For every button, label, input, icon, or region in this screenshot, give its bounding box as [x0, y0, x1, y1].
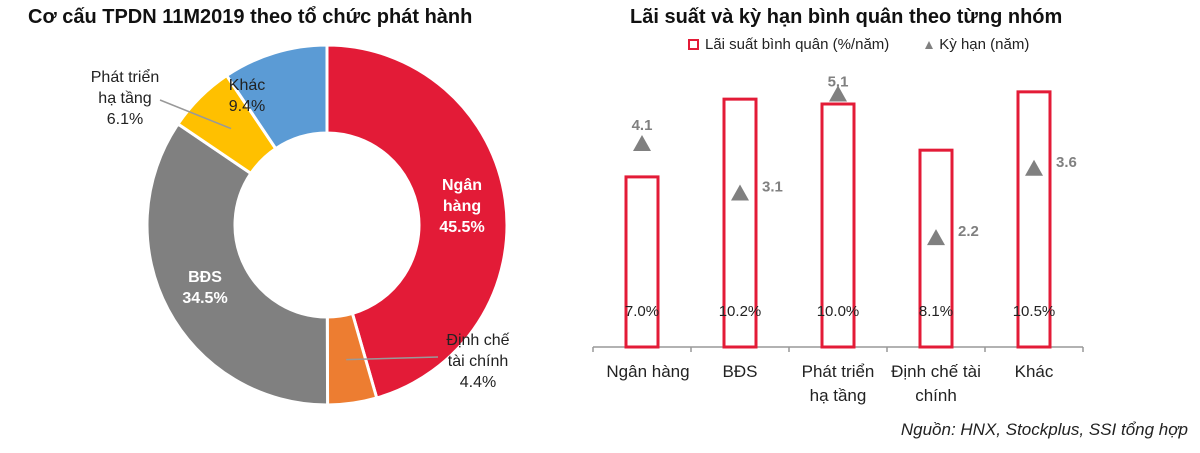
slice-label: Định chế [446, 332, 509, 349]
rate-bar [1016, 90, 1052, 349]
term-marker [731, 184, 749, 201]
x-tick-label: Định chế tài [891, 362, 981, 381]
slice-label: 45.5% [439, 219, 484, 236]
x-tick-label: Phát triển [802, 362, 875, 381]
slice-label: 34.5% [182, 290, 227, 307]
rate-data-label: 7.0% [625, 303, 659, 320]
leader-line [346, 356, 439, 361]
leader-line [159, 99, 232, 130]
bar-chart-title: Lãi suất và kỳ hạn bình quân theo từng n… [630, 6, 1063, 28]
x-tick-label: Ngân hàng [606, 362, 689, 381]
donut-slice [325, 43, 509, 400]
rate-data-label: 10.0% [817, 303, 860, 320]
slice-label: Khác [229, 77, 265, 94]
slice-label: tài chính [448, 353, 508, 370]
term-marker [1025, 159, 1043, 176]
source-note: Nguồn: HNX, Stockplus, SSI tổng hợp [900, 420, 1188, 439]
rate-bar [722, 97, 758, 349]
rate-bar [624, 175, 660, 349]
rate-data-label: 8.1% [919, 303, 953, 320]
legend-label-rate: Lãi suất bình quân (%/năm) [705, 36, 890, 53]
legend-swatch-rate [688, 39, 699, 50]
x-tick-label: BĐS [723, 362, 758, 381]
slice-label: 6.1% [107, 111, 143, 128]
slice-label: Phát triển [91, 68, 159, 86]
legend: Lãi suất bình quân (%/năm) Kỳ hạn (năm) [688, 36, 1029, 53]
slice-label: BĐS [188, 269, 222, 286]
legend-triangle-icon [925, 40, 934, 49]
term-data-label: 3.6 [1056, 154, 1077, 171]
rate-data-label: 10.2% [719, 303, 762, 320]
slice-label: 9.4% [229, 98, 265, 115]
legend-label-term: Kỳ hạn (năm) [939, 36, 1030, 53]
term-marker [829, 85, 847, 102]
rate-data-label: 10.5% [1013, 303, 1056, 320]
x-tick-label: hạ tầng [810, 386, 867, 405]
slice-label: hạ tầng [98, 90, 151, 107]
donut-slice [145, 121, 330, 407]
x-tick-label: chính [915, 386, 957, 405]
slice-label: hàng [443, 198, 481, 215]
rate-bar [918, 148, 954, 349]
term-data-label: 2.2 [958, 223, 979, 240]
slice-label: Ngân [442, 177, 482, 194]
x-tick-label: Khác [1015, 362, 1054, 381]
term-marker [927, 229, 945, 246]
term-data-label: 3.1 [762, 179, 783, 196]
slice-label: 4.4% [460, 374, 496, 391]
term-marker [633, 135, 651, 152]
donut-title: Cơ cấu TPDN 11M2019 theo tổ chức phát hà… [28, 6, 473, 28]
donut-slice [224, 43, 329, 151]
term-data-label: 5.1 [828, 74, 849, 91]
term-data-label: 4.1 [632, 117, 653, 134]
rate-bar [820, 102, 856, 349]
